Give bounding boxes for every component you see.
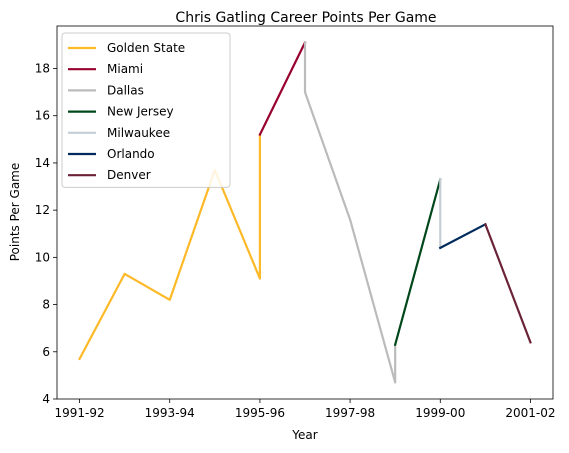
legend-label: Miami	[107, 62, 143, 76]
y-tick-label: 18	[35, 61, 50, 75]
x-axis-label: Year	[291, 428, 317, 442]
y-tick-label: 4	[42, 392, 50, 406]
legend-label: Denver	[107, 168, 151, 182]
x-tick-label: 1991-92	[54, 406, 104, 420]
legend-label: Dallas	[107, 83, 144, 97]
legend-label: Orlando	[107, 147, 155, 161]
series-line-orlando	[438, 222, 487, 250]
y-tick-label: 8	[42, 298, 50, 312]
x-tick-label: 1997-98	[325, 406, 375, 420]
x-tick-label: 1999-00	[415, 406, 465, 420]
legend: Golden State Miami Dallas New Jersey Milwauk…	[61, 32, 231, 188]
plot-frame	[56, 25, 554, 400]
x-tick-label: 1995-96	[235, 406, 285, 420]
y-tick-label: 12	[35, 203, 50, 217]
x-tick-label: 1993-94	[145, 406, 195, 420]
series-layer	[78, 41, 532, 384]
y-tick-label: 6	[42, 345, 50, 359]
chart-title: Chris Gatling Career Points Per Game	[175, 10, 436, 26]
y-tick-label: 14	[35, 156, 50, 170]
y-tick-label: 10	[35, 250, 50, 264]
series-line-new-jersey	[393, 178, 442, 347]
series-line-denver	[483, 222, 532, 344]
legend-box	[61, 32, 231, 188]
axis-layer: 1991-92 1993-94 1995-96 1997-98 1999-00 2001-…	[35, 61, 556, 420]
y-axis-label: Points Per Game	[8, 163, 22, 262]
legend-label: Golden State	[107, 41, 185, 55]
legend-label: New Jersey	[107, 105, 174, 119]
y-tick-label: 16	[35, 109, 50, 123]
series-line-miami	[258, 41, 307, 137]
series-line-golden-state	[78, 133, 262, 361]
legend-label: Milwaukee	[107, 126, 170, 140]
series-line-dallas	[303, 41, 397, 384]
x-tick-label: 2001-02	[505, 406, 555, 420]
